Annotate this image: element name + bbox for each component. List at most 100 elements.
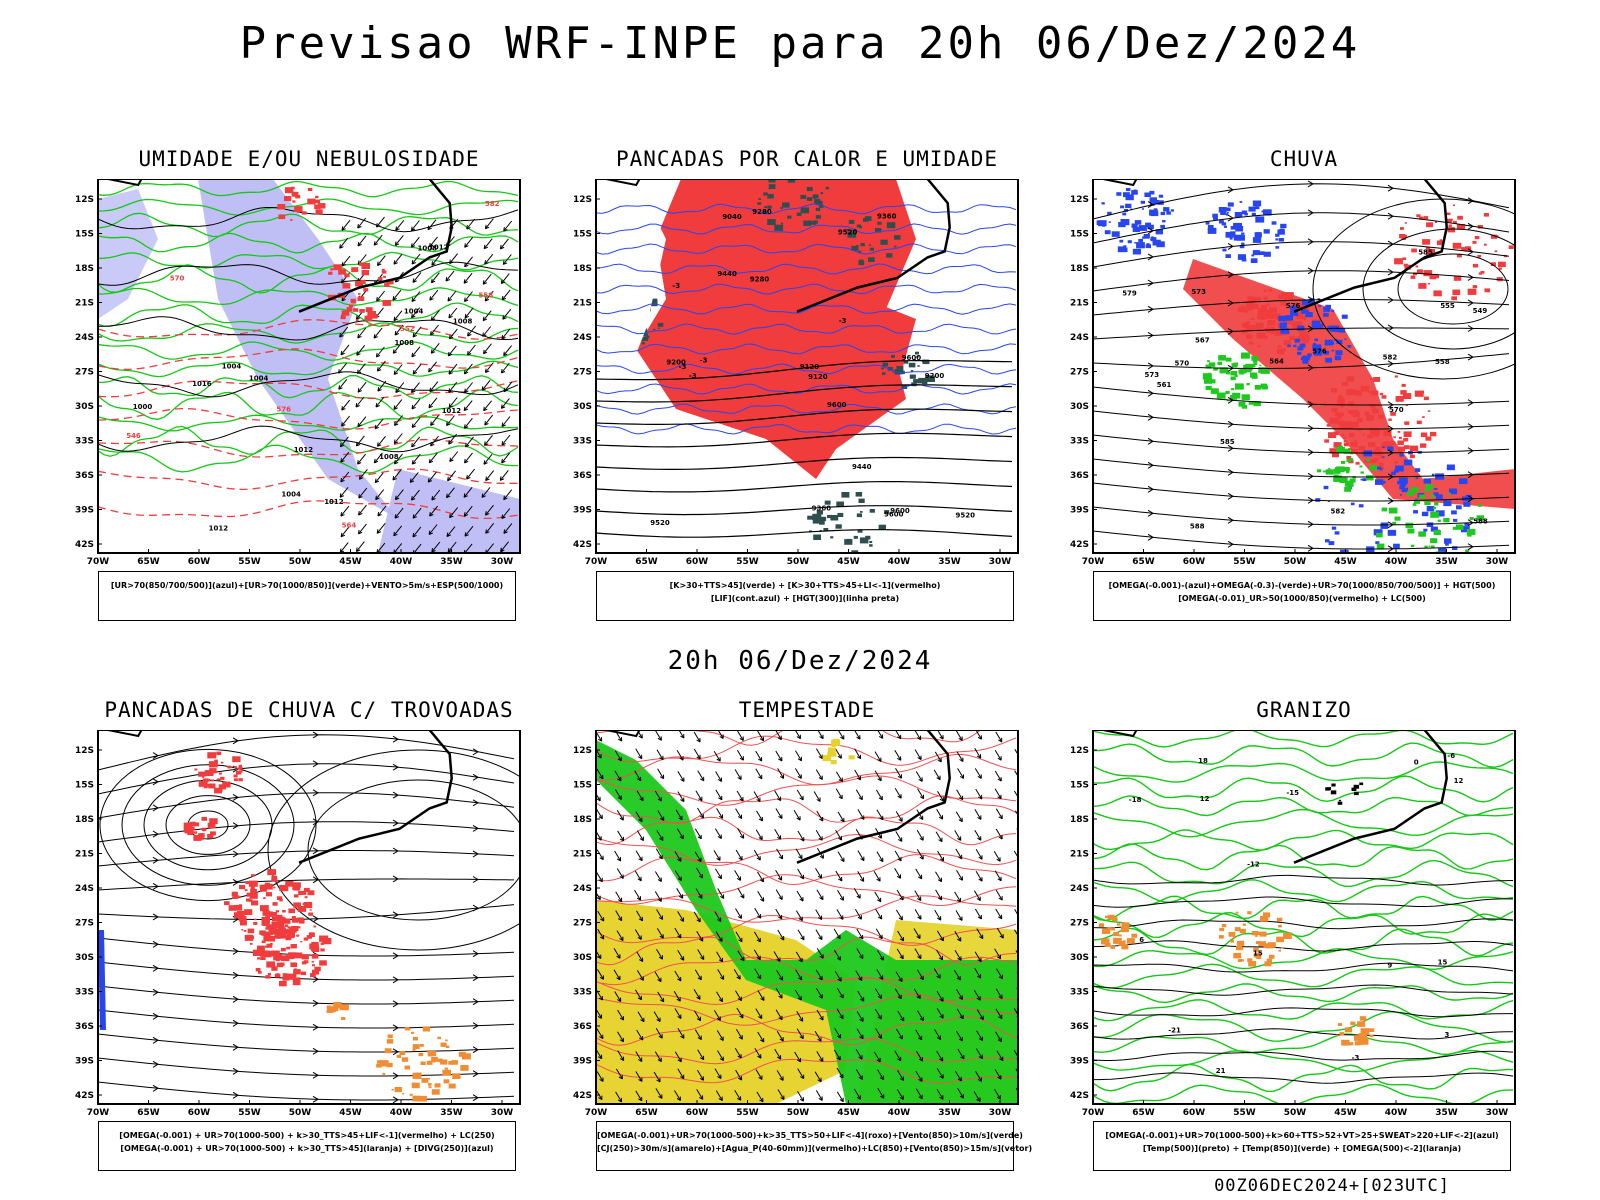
lon-tick-label: 60W xyxy=(686,557,709,567)
contour-label: -21 xyxy=(1168,1026,1181,1034)
lon-tick-label: 40W xyxy=(888,1108,911,1118)
panel-title: GRANIZO xyxy=(1256,698,1352,722)
lon-tick-label: 50W xyxy=(289,1108,312,1118)
legend-text: [OMEGA(-0.001)+UR>70(1000-500)+k>35_TTS>… xyxy=(597,1131,1023,1140)
contour-label: 1004 xyxy=(404,308,424,316)
contour-label: -6 xyxy=(1447,752,1455,760)
weather-map: 12S 15S 18S 21S 24S 27S 30S 33S 36S 39S 42S 70W 65W 6… xyxy=(75,730,521,1118)
contour-label: -18 xyxy=(1129,796,1142,804)
lon-tick-label: 60W xyxy=(188,557,211,567)
lat-tick-label: 42S xyxy=(75,1091,94,1101)
contour-label: 9360 xyxy=(812,505,832,513)
lat-tick-label: 42S xyxy=(75,540,94,550)
contour-label: 555 xyxy=(1440,302,1455,310)
contour-label: 588 xyxy=(1190,523,1205,531)
contour-label: 567 xyxy=(1195,336,1210,344)
lon-tick-label: 60W xyxy=(188,1108,211,1118)
lat-tick-label: 36S xyxy=(573,471,592,481)
lat-tick-label: 12S xyxy=(1070,195,1089,205)
legend-text: [LIF](cont.azul) + [HGT(300)](linha pret… xyxy=(710,594,900,603)
lat-tick-label: 30S xyxy=(75,402,94,412)
legend-box: [OMEGA(-0.001) + UR>70(1000-500) + k>30_… xyxy=(98,1121,516,1171)
contour-label: 558 xyxy=(1435,358,1450,366)
contour-label: 15 xyxy=(1253,950,1263,958)
contour-label: -3 xyxy=(700,357,708,365)
lat-tick-label: 42S xyxy=(1070,540,1089,550)
lon-tick-label: 30W xyxy=(989,1108,1012,1118)
contour-label: 9600 xyxy=(902,354,922,362)
lat-tick-label: 30S xyxy=(75,953,94,963)
contour-label: 558 xyxy=(479,292,494,300)
lon-tick-label: 35W xyxy=(938,557,961,567)
contour-label: 582 xyxy=(1331,508,1346,516)
contour-label: 1004 xyxy=(222,363,242,371)
contour-label: 564 xyxy=(342,522,357,530)
lon-tick-label: 50W xyxy=(1284,557,1307,567)
contour-label: 561 xyxy=(1157,381,1172,389)
lon-tick-label: 55W xyxy=(1233,557,1256,567)
lat-tick-label: 15S xyxy=(573,781,592,791)
contour-label: 579 xyxy=(1122,290,1137,298)
contour-label: 576 xyxy=(1286,302,1301,310)
lon-tick-label: 50W xyxy=(289,557,312,567)
lon-tick-label: 55W xyxy=(736,557,759,567)
lat-tick-label: 30S xyxy=(573,402,592,412)
lon-tick-label: 40W xyxy=(390,557,413,567)
contour-label: 576 xyxy=(276,406,291,414)
lon-tick-label: 55W xyxy=(1233,1108,1256,1118)
lon-tick-label: 35W xyxy=(440,1108,463,1118)
lat-tick-label: 18S xyxy=(75,264,94,274)
lat-tick-label: 12S xyxy=(75,746,94,756)
contour-label: 1012 xyxy=(324,498,344,506)
lat-tick-label: 30S xyxy=(1070,402,1089,412)
lon-tick-label: 35W xyxy=(1435,1108,1458,1118)
weather-map: 588 585 582 579 576 573 570 567 564 561 558 555 549 5… xyxy=(1070,179,1516,567)
lat-tick-label: 24S xyxy=(573,333,592,343)
contour-label: 570 xyxy=(1175,360,1190,368)
legend-text: [Temp(500)](preto) + [Temp(850)](verde) … xyxy=(1142,1144,1462,1153)
contour-label: -15 xyxy=(1286,789,1299,797)
contour-label: -3 xyxy=(689,372,697,380)
lat-tick-label: 36S xyxy=(75,471,94,481)
lon-tick-label: 60W xyxy=(686,1108,709,1118)
contour-label: 1016 xyxy=(192,380,212,388)
contour-label: 1004 xyxy=(281,491,301,499)
contour-label: -3 xyxy=(679,363,687,371)
lat-tick-label: 42S xyxy=(573,1091,592,1101)
footer-run-id: 00Z06DEC2024+[023UTC] xyxy=(1214,1176,1450,1196)
lon-tick-label: 40W xyxy=(1385,557,1408,567)
lat-tick-label: 21S xyxy=(75,850,94,860)
contour-label: 21 xyxy=(1216,1067,1226,1075)
contour-label: 1012 xyxy=(429,244,449,252)
weather-map: 12 15 18 21 9 6 3 0 -3 12 15 -6 -12 -15 -18 -21 12S 15S 18… xyxy=(1070,730,1516,1118)
legend-text: [OMEGA(-0.001)-(azul)+OMEGA(-0.3)-(verde… xyxy=(1108,581,1496,590)
lon-tick-label: 55W xyxy=(736,1108,759,1118)
lon-tick-label: 70W xyxy=(585,557,608,567)
lon-tick-label: 30W xyxy=(1486,557,1509,567)
legend-text: [OMEGA(-0.001)+UR>70(1000-500)+k>60+TTS>… xyxy=(1105,1131,1499,1140)
panel-title: CHUVA xyxy=(1269,147,1339,171)
contour-label: 9200 xyxy=(925,372,945,380)
contour-label: 549 xyxy=(1473,307,1488,315)
lon-tick-label: 35W xyxy=(938,1108,961,1118)
lat-tick-label: 15S xyxy=(573,230,592,240)
contour-label: 9520 xyxy=(650,519,670,527)
contour-label: 9040 xyxy=(722,213,742,221)
contour-label: 9120 xyxy=(808,373,828,381)
lat-tick-label: 33S xyxy=(1070,988,1089,998)
lon-tick-label: 50W xyxy=(787,557,810,567)
lon-tick-label: 35W xyxy=(1435,557,1458,567)
lon-tick-label: 45W xyxy=(339,557,362,567)
lat-tick-label: 15S xyxy=(1070,230,1089,240)
lat-tick-label: 24S xyxy=(75,884,94,894)
lon-tick-label: 70W xyxy=(1082,557,1105,567)
contour-label: 546 xyxy=(126,432,141,440)
contour-label: 9360 xyxy=(877,212,897,220)
lat-tick-label: 21S xyxy=(573,299,592,309)
contour-label: 12 xyxy=(1200,795,1210,803)
lon-tick-label: 55W xyxy=(238,1108,261,1118)
lon-tick-label: 30W xyxy=(989,557,1012,567)
lat-tick-label: 18S xyxy=(573,264,592,274)
lon-tick-label: 55W xyxy=(238,557,261,567)
legend-text: [OMEGA(-0.001) + UR>70(1000-500) + k>30_… xyxy=(119,1131,495,1140)
